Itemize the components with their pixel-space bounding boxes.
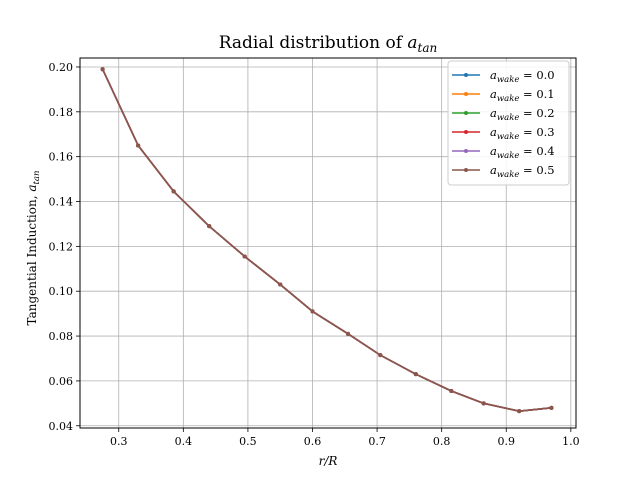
- series-5-point-3: [207, 224, 212, 229]
- legend: awake = 0.0 awake = 0.1 awake = 0.2 awake =…: [447, 60, 570, 186]
- legend-label-3: awake = 0.3: [490, 125, 555, 142]
- series-5-point-7: [346, 331, 351, 336]
- legend-swatch-marker-1: [464, 92, 468, 96]
- y-tick-label-3: 0.10: [49, 285, 74, 298]
- y-tick-label-0: 0.04: [49, 420, 74, 433]
- x-tick-label-5: 0.8: [433, 435, 451, 448]
- chart-title: Radial distribution of atan: [219, 33, 438, 55]
- y-tick-label-1: 0.06: [49, 375, 74, 388]
- x-tick-label-2: 0.5: [239, 435, 257, 448]
- legend-box: [447, 60, 570, 186]
- legend-label-2: awake = 0.2: [490, 106, 555, 123]
- series-5-point-4: [242, 254, 247, 259]
- x-axis-label: r/R: [319, 454, 338, 468]
- series-5-point-6: [310, 309, 315, 314]
- x-tick-label-1: 0.4: [175, 435, 193, 448]
- legend-swatch-marker-5: [464, 168, 468, 172]
- series-5-point-9: [413, 372, 418, 377]
- series-5-point-12: [517, 409, 522, 414]
- y-axis-label: Tangential Induction, atan: [25, 171, 42, 326]
- x-tick-label-7: 1.0: [562, 435, 580, 448]
- legend-swatch-marker-0: [464, 73, 468, 77]
- y-tick-label-8: 0.20: [49, 61, 74, 74]
- legend-swatch-marker-3: [464, 130, 468, 134]
- x-tick-label-4: 0.7: [368, 435, 386, 448]
- series-5-point-2: [171, 189, 176, 194]
- x-tick-label-6: 0.9: [498, 435, 516, 448]
- legend-label-0: awake = 0.0: [490, 68, 555, 85]
- y-tick-label-5: 0.14: [49, 196, 74, 209]
- series-5-point-1: [136, 143, 141, 148]
- series-5-point-5: [278, 282, 283, 287]
- series-layer: [100, 67, 554, 414]
- series-5-point-10: [449, 389, 454, 393]
- series-5-point-8: [378, 353, 383, 358]
- series-5-point-13: [549, 405, 554, 410]
- y-tick-label-4: 0.12: [49, 240, 74, 253]
- plot-frame: [79, 57, 577, 429]
- legend-swatch-marker-2: [464, 111, 468, 115]
- y-tick-label-2: 0.08: [49, 330, 74, 343]
- legend-label-5: awake = 0.5: [490, 163, 555, 180]
- x-tick-label-3: 0.6: [304, 435, 322, 448]
- y-tick-label-7: 0.18: [49, 106, 74, 119]
- legend-swatch-marker-4: [464, 149, 468, 153]
- legend-label-1: awake = 0.1: [490, 87, 555, 104]
- series-line-5: [101, 68, 552, 412]
- y-tick-label-6: 0.16: [49, 151, 74, 164]
- x-tick-label-0: 0.3: [110, 435, 128, 448]
- series-5-point-11: [481, 401, 486, 406]
- axis-ticks: 0.3 0.4 0.5 0.6 0.7 0.8 0.9 1.0 0.04 0.06 0.08 0.10…: [49, 61, 580, 448]
- legend-label-4: awake = 0.4: [490, 144, 555, 161]
- grid-lines: [80, 58, 576, 428]
- series-5-point-0: [100, 67, 105, 72]
